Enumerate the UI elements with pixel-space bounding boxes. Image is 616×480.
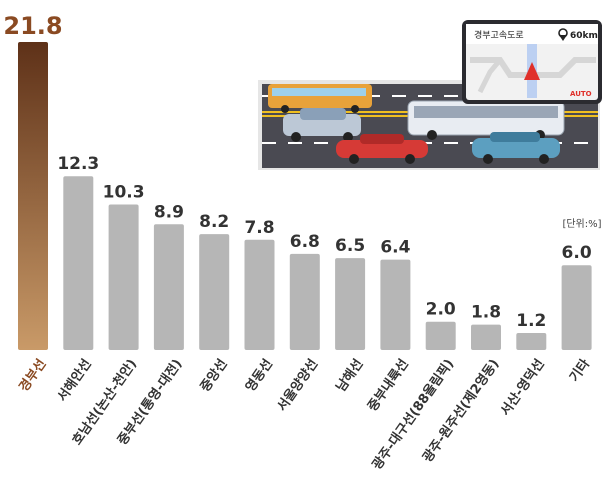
category-label-4: 중앙선 [197, 356, 231, 395]
category-label-6: 서울양양선 [274, 356, 321, 414]
nav-speed: 60km [570, 31, 598, 41]
bar-8 [380, 259, 411, 350]
category-label-12: 기타 [566, 356, 593, 385]
value-label-3: 8.9 [154, 202, 184, 222]
nav-mode: AUTO [570, 90, 592, 98]
bar-0 [18, 42, 48, 350]
red-car-icon [336, 134, 428, 164]
category-label-11: 서산-영덕선 [497, 356, 548, 419]
navigation-screen: 경부고속도로 60km AUTO [462, 20, 602, 104]
value-label-4: 8.2 [199, 212, 229, 232]
unit-note: [단위:%] [562, 217, 601, 230]
value-label-group: 21.8 12.310.3 8.9 8.2 7.8 6.8 6.5 6.4 2.0 1.8 1.2 6… [3, 12, 591, 331]
category-label-10: 광주-원주선(제2영동) [419, 356, 502, 465]
category-label-0: 경부선 [16, 356, 50, 395]
category-label-8: 중부내륙선 [364, 356, 411, 414]
value-label-10: 1.8 [471, 303, 501, 323]
category-label-1: 서해안선 [54, 356, 95, 404]
bar-11 [516, 333, 547, 350]
nav-road-name: 경부고속도로 [474, 29, 524, 41]
value-label-8: 6.4 [380, 238, 410, 258]
value-label-0: 21.8 [3, 12, 62, 40]
nav-arrow-icon [524, 62, 540, 80]
value-label-7: 6.5 [335, 236, 365, 256]
value-label-1: 12.3 [57, 154, 99, 174]
bar-7 [335, 258, 366, 350]
value-label-12: 6.0 [562, 243, 592, 263]
category-label-7: 남해선 [333, 356, 367, 395]
blue-car-icon [472, 132, 560, 164]
location-pin-icon [558, 28, 568, 41]
highway-illustration: 경부고속도로 60km AUTO [258, 20, 602, 170]
bar-5 [244, 239, 275, 350]
coach-icon [407, 100, 565, 140]
bar-10 [471, 324, 501, 350]
value-label-11: 1.2 [516, 311, 546, 331]
bar-1 [63, 176, 94, 350]
value-label-5: 7.8 [244, 218, 274, 238]
bar-4 [199, 234, 230, 350]
bar-9 [425, 321, 456, 350]
category-label-5: 영동선 [242, 356, 276, 395]
bar-3 [153, 224, 184, 350]
bar-2 [108, 204, 139, 350]
category-label-9: 광주-대구선(88올림픽) [369, 356, 457, 473]
suv-icon [283, 108, 361, 142]
bar-group [18, 42, 592, 350]
value-label-2: 10.3 [103, 182, 145, 202]
bar-6 [289, 253, 320, 350]
value-label-9: 2.0 [426, 300, 456, 320]
value-label-6: 6.8 [290, 232, 320, 252]
bus-icon [268, 84, 372, 113]
bar-12 [561, 265, 592, 350]
